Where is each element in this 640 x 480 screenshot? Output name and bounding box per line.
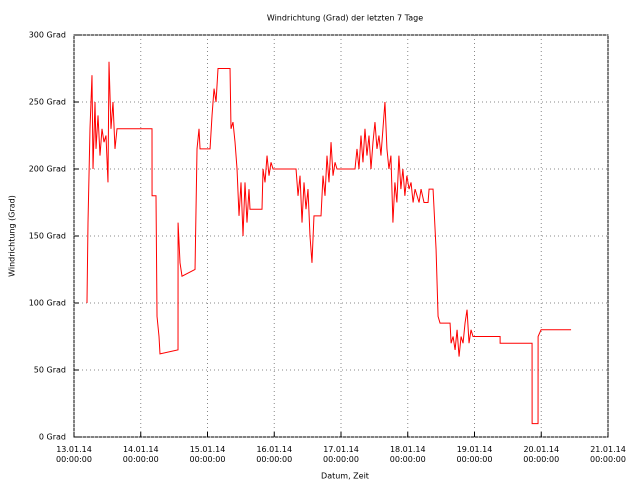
x-tick-label: 16.01.14 00:00:00 [256,445,293,464]
x-tick-label: 19.01.14 00:00:00 [456,445,493,464]
x-tick-label: 13.01.14 00:00:00 [56,445,92,464]
x-tick-label: 17.01.14 00:00:00 [323,445,359,464]
line-series [86,61,572,425]
y-tick-label: 100 Grad [29,299,66,308]
chart-title: Windrichtung (Grad) der letzten 7 Tage [267,14,423,23]
y-tick-label: 50 Grad [34,366,66,375]
y-tick-label: 200 Grad [29,165,66,174]
x-tick-label: 18.01.14 00:00:00 [389,445,426,464]
y-tick-label: 300 Grad [29,31,66,40]
x-tick-label: 14.01.14 00:00:00 [122,445,159,464]
x-tick-label: 20.01.14 00:00:00 [523,445,560,464]
y-axis-label: Windrichtung (Grad) [8,195,17,277]
x-tick-label: 21.01.14 00:00:00 [590,445,626,464]
y-tick-label: 150 Grad [29,232,66,241]
y-tick-label: 250 Grad [29,98,66,107]
x-tick-label: 15.01.14 00:00:00 [189,445,226,464]
y-tick-label: 0 Grad [39,433,66,442]
x-axis-label: Datum, Zeit [321,472,369,480]
